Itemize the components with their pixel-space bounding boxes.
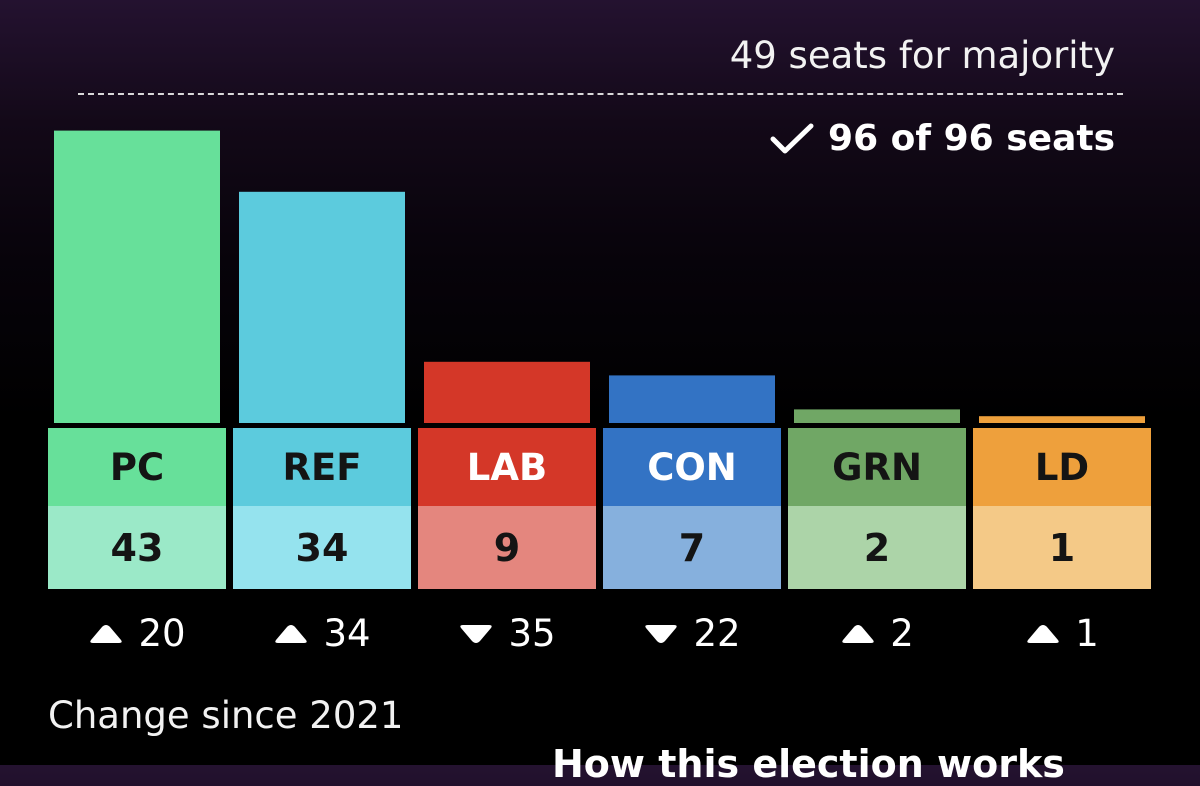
triangle-up-icon xyxy=(1027,624,1059,643)
seat-count-ref: 34 xyxy=(233,506,411,589)
party-column-grn: GRN 2 xyxy=(788,428,966,589)
change-con: 22 xyxy=(603,612,781,655)
bar-pc xyxy=(54,130,220,423)
triangle-down-icon xyxy=(460,624,493,643)
party-label-ref: REF xyxy=(233,428,411,506)
triangle-up-icon xyxy=(90,624,123,643)
majority-label: 49 seats for majority xyxy=(729,34,1115,77)
triangle-up-icon xyxy=(275,624,308,643)
change-value-lab: 35 xyxy=(508,612,556,655)
change-ref: 34 xyxy=(233,612,411,655)
seat-count-ld: 1 xyxy=(973,506,1151,589)
change-grn: 2 xyxy=(788,612,966,655)
party-column-lab: LAB 9 xyxy=(418,428,596,589)
party-column-pc: PC 43 xyxy=(48,428,226,589)
majority-line xyxy=(78,93,1123,95)
party-label-con: CON xyxy=(603,428,781,506)
party-label-pc: PC xyxy=(48,428,226,506)
change-lab: 35 xyxy=(418,612,596,655)
bar-grn xyxy=(794,409,960,423)
bar-lab xyxy=(424,361,590,423)
change-pc: 20 xyxy=(48,612,226,655)
check-icon xyxy=(770,123,814,153)
party-label-lab: LAB xyxy=(418,428,596,506)
declared-label: 96 of 96 seats xyxy=(828,118,1115,159)
seat-count-con: 7 xyxy=(603,506,781,589)
party-label-grn: GRN xyxy=(788,428,966,506)
triangle-up-icon xyxy=(842,624,874,643)
bar-ref xyxy=(239,191,405,423)
seat-count-lab: 9 xyxy=(418,506,596,589)
change-value-con: 22 xyxy=(693,612,741,655)
how-election-works-link[interactable]: How this election works xyxy=(552,742,1065,786)
bar-con xyxy=(609,375,775,423)
change-caption: Change since 2021 xyxy=(48,694,404,737)
change-value-grn: 2 xyxy=(890,612,914,655)
party-column-con: CON 7 xyxy=(603,428,781,589)
triangle-down-icon xyxy=(645,624,678,643)
declared-status: 96 of 96 seats xyxy=(770,118,1115,159)
change-value-ld: 1 xyxy=(1075,612,1099,655)
bar-ld xyxy=(979,416,1145,423)
party-column-ld: LD 1 xyxy=(973,428,1151,589)
seat-count-pc: 43 xyxy=(48,506,226,589)
party-label-ld: LD xyxy=(973,428,1151,506)
seat-count-grn: 2 xyxy=(788,506,966,589)
change-ld: 1 xyxy=(973,612,1151,655)
change-value-pc: 20 xyxy=(138,612,186,655)
change-value-ref: 34 xyxy=(323,612,371,655)
party-column-ref: REF 34 xyxy=(233,428,411,589)
seat-bar-chart xyxy=(54,130,1145,423)
